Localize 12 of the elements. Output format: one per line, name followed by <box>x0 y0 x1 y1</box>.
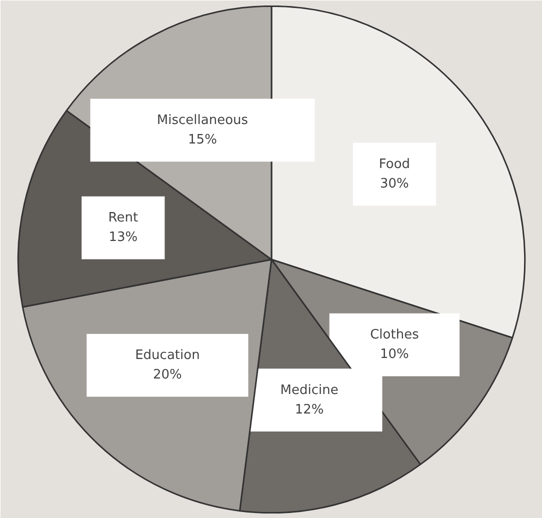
data-label: 10% <box>380 347 409 362</box>
data-label: 13% <box>108 230 138 246</box>
data-label: 12% <box>294 402 324 418</box>
data-label: 20% <box>153 368 182 383</box>
slice-label: Clothes <box>370 328 420 343</box>
slice-label: Medicine <box>280 382 338 398</box>
slice-label: Education <box>135 348 200 364</box>
data-label: 15% <box>188 132 217 148</box>
slice-label: Rent <box>108 210 138 226</box>
data-label: 30% <box>380 176 409 192</box>
slice-label: Miscellaneous <box>156 112 248 128</box>
slice-label: Food <box>378 156 410 172</box>
